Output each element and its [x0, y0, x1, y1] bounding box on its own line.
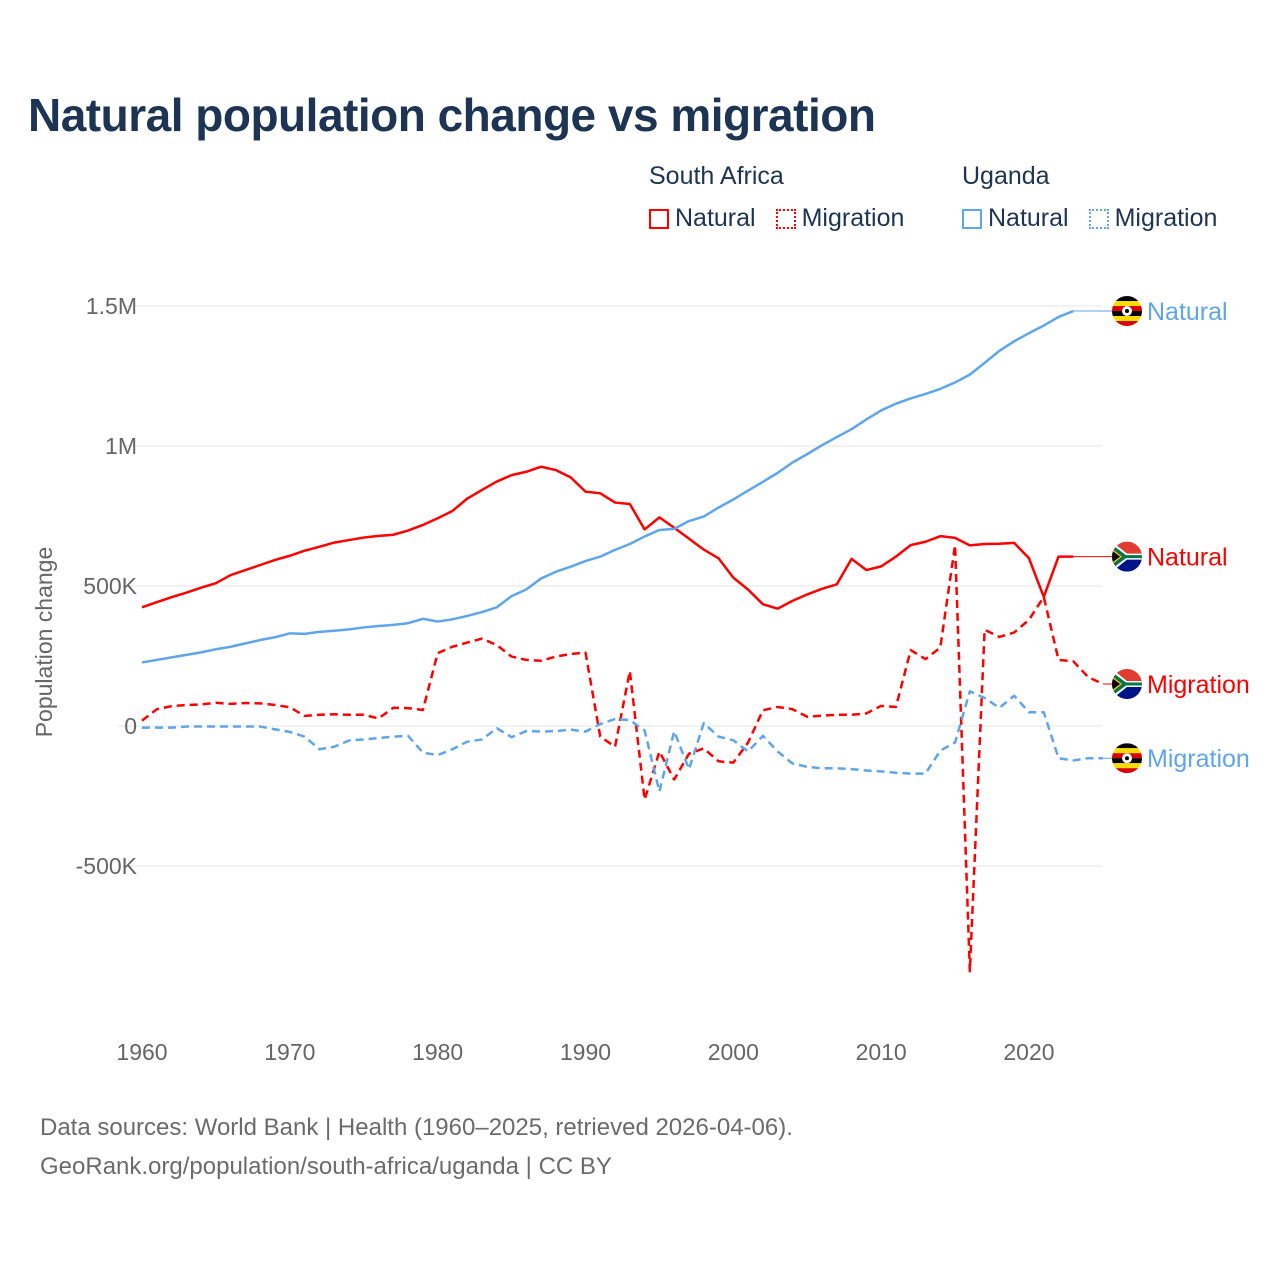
gridlines	[118, 305, 1102, 867]
flag-stripe	[1112, 296, 1142, 302]
x-axis-ticks: 1960 1970 1980 1990 2000 2010 2020	[116, 1039, 1054, 1065]
x-tick-label: 1970	[264, 1039, 315, 1065]
legend-item-sa-natural[interactable]: Natural	[649, 204, 756, 233]
x-tick-label: 2000	[708, 1039, 759, 1065]
y-tick-label: 1M	[105, 433, 137, 459]
end-labels: Natural Migration Natural Migration	[1112, 296, 1250, 774]
south-africa-flag-icon	[1112, 669, 1142, 699]
series-lines	[141, 309, 1112, 973]
footer: Data sources: World Bank | Health (1960–…	[40, 1108, 793, 1186]
legend-item-ug-migration[interactable]: Migration	[1088, 204, 1218, 233]
legend-swatch	[649, 208, 669, 229]
flag-stripe	[1112, 743, 1142, 749]
end-label-uganda-migration: Migration	[1147, 745, 1250, 773]
end-label-south-africa-migration: Migration	[1147, 671, 1250, 699]
flag-green	[1112, 672, 1142, 696]
legend-label: Natural	[675, 204, 756, 232]
legend-uganda: Uganda Natural Migration	[962, 162, 1237, 233]
flag-stripe	[1112, 763, 1142, 769]
flag-black	[1112, 678, 1120, 690]
flag-black	[1112, 550, 1120, 563]
legend-label: Migration	[801, 204, 905, 232]
flag-stripe	[1112, 748, 1142, 754]
x-tick-label: 2010	[856, 1039, 907, 1065]
chart-title: Natural population change vs migration	[28, 89, 876, 141]
series-line-uganda-migration	[142, 690, 1103, 793]
flag-stripe	[1112, 768, 1142, 774]
uganda-flag-icon	[1112, 743, 1142, 774]
flag-green	[1112, 544, 1142, 569]
series-line-uganda-natural	[141, 309, 1074, 664]
series-line-south-africa-migration	[141, 543, 1104, 973]
legend-item-sa-migration[interactable]: Migration	[775, 204, 905, 233]
legend-group-label: Uganda	[962, 162, 1050, 190]
source-link[interactable]: GeoRank.org/population/south-africa/ugan…	[40, 1153, 612, 1180]
legend-label: Migration	[1114, 204, 1218, 232]
legend-swatch	[1088, 208, 1109, 229]
x-tick-label: 1960	[116, 1039, 167, 1065]
south-africa-flag-icon	[1112, 541, 1142, 572]
flag-stripe	[1112, 301, 1142, 307]
legend-south-africa: South Africa Natural Migration	[649, 162, 924, 233]
y-tick-label: 0	[124, 713, 137, 739]
end-label-south-africa-natural: Natural	[1147, 544, 1228, 572]
x-tick-label: 1980	[412, 1039, 463, 1065]
flag-crane	[1125, 309, 1129, 314]
legend-group-label: South Africa	[649, 162, 784, 190]
legend-item-ug-natural[interactable]: Natural	[962, 204, 1069, 233]
uganda-flag-icon	[1112, 296, 1142, 327]
x-tick-label: 2020	[1003, 1039, 1054, 1065]
y-tick-label: 500K	[83, 573, 137, 599]
y-tick-label: 1.5M	[86, 293, 137, 319]
y-tick-label: -500K	[76, 853, 138, 879]
flag-crane	[1125, 756, 1129, 761]
end-label-uganda-natural: Natural	[1147, 298, 1228, 326]
legend-swatch	[962, 208, 982, 229]
series-line-south-africa-natural	[141, 465, 1074, 610]
x-tick-label: 1990	[560, 1039, 611, 1065]
flag-stripe	[1112, 321, 1142, 327]
y-axis-label: Population change	[31, 547, 57, 738]
flag-stripe	[1112, 316, 1142, 322]
legend-swatch	[775, 208, 796, 229]
y-axis-ticks: -500K 0 500K 1M 1.5M	[76, 293, 138, 879]
legend-label: Natural	[988, 204, 1069, 232]
data-source-text: Data sources: World Bank | Health (1960–…	[40, 1114, 793, 1141]
